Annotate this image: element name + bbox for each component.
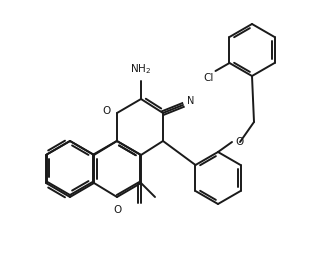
Text: NH$_2$: NH$_2$: [131, 62, 152, 76]
Text: Cl: Cl: [203, 73, 213, 83]
Text: O: O: [235, 137, 243, 147]
Text: N: N: [187, 96, 194, 106]
Text: O: O: [113, 205, 121, 215]
Text: O: O: [103, 106, 111, 116]
